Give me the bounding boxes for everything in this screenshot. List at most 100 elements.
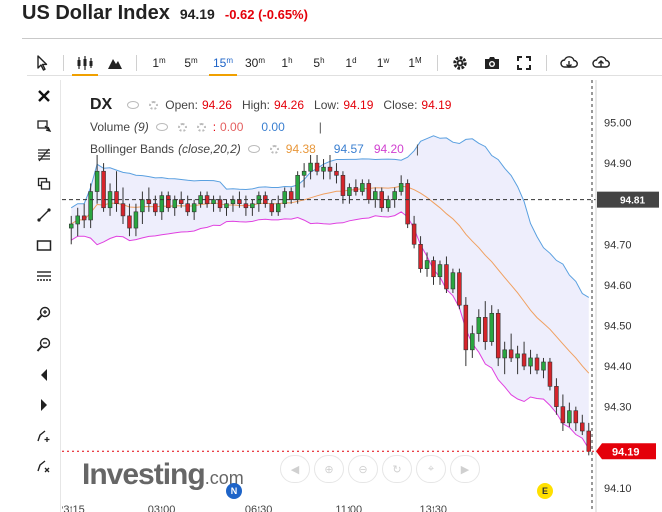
scroll-right-icon[interactable] <box>33 394 55 416</box>
candle-body[interactable] <box>94 170 100 192</box>
candle-body[interactable] <box>411 223 417 245</box>
candle-body[interactable] <box>502 349 507 359</box>
candlestick-chart[interactable]: 95.00 94.90 94.70 94.60 94.50 94.40 94.30 94.10… <box>62 80 662 512</box>
scroll-left-icon[interactable] <box>33 364 55 386</box>
candle-body[interactable] <box>580 422 585 432</box>
close-icon[interactable] <box>33 85 55 107</box>
eye-icon[interactable] <box>247 145 260 153</box>
camera-icon[interactable] <box>476 51 508 75</box>
nav-fit-icon[interactable]: ⌖ <box>416 455 446 483</box>
candle-body[interactable] <box>360 183 365 192</box>
candle-body[interactable] <box>340 174 346 196</box>
candle-body[interactable] <box>166 195 171 209</box>
candle-body[interactable] <box>573 410 579 424</box>
candle-body[interactable] <box>314 162 320 172</box>
candle-body[interactable] <box>321 166 326 172</box>
candle-body[interactable] <box>541 361 546 371</box>
candle-body[interactable] <box>327 166 333 172</box>
candle-body[interactable] <box>444 264 449 290</box>
price-chart[interactable]: 95.00 94.90 94.70 94.60 94.50 94.40 94.30 94.10… <box>62 80 662 512</box>
crosshair-tool-icon[interactable] <box>33 115 55 137</box>
gear-icon[interactable] <box>444 51 476 75</box>
eye-icon[interactable] <box>155 123 168 131</box>
candle-body[interactable] <box>308 162 313 172</box>
nav-left-icon[interactable]: ◀ <box>280 455 310 483</box>
candle-body[interactable] <box>211 199 216 205</box>
upload-icon[interactable] <box>585 51 617 75</box>
event-badge-e[interactable]: E <box>537 483 553 499</box>
rectangle-icon[interactable] <box>33 235 55 257</box>
candle-body[interactable] <box>282 191 287 205</box>
candle-body[interactable] <box>554 386 559 407</box>
candle-body[interactable] <box>230 199 236 205</box>
nav-right-icon[interactable]: ▶ <box>450 455 480 483</box>
candle-body[interactable] <box>470 333 475 351</box>
candle-body[interactable] <box>153 203 158 213</box>
candle-body[interactable] <box>476 317 482 334</box>
candle-body[interactable] <box>534 357 540 371</box>
candle-body[interactable] <box>398 183 404 192</box>
candle-body[interactable] <box>515 353 520 359</box>
hlines-icon[interactable] <box>33 266 55 288</box>
candle-body[interactable] <box>437 264 443 278</box>
candle-body[interactable] <box>140 199 145 213</box>
candle-body[interactable] <box>508 349 514 359</box>
download-icon[interactable] <box>553 51 585 75</box>
nav-zoom-out-icon[interactable]: ⊖ <box>348 455 378 483</box>
eye-icon[interactable] <box>127 101 140 109</box>
candle-body[interactable] <box>457 272 462 306</box>
candle-body[interactable] <box>81 215 87 221</box>
candle-body[interactable] <box>191 203 197 213</box>
candle-body[interactable] <box>133 211 139 229</box>
candle-body[interactable] <box>373 191 378 200</box>
candle-body[interactable] <box>269 203 275 213</box>
candle-body[interactable] <box>489 312 494 343</box>
nav-zoom-in-icon[interactable]: ⊕ <box>314 455 344 483</box>
candle-body[interactable] <box>114 191 119 205</box>
nav-reset-icon[interactable]: ↻ <box>382 455 412 483</box>
candle-body[interactable] <box>586 430 592 452</box>
zoom-in-icon[interactable] <box>33 303 55 325</box>
candle-body[interactable] <box>75 215 80 225</box>
candle-body[interactable] <box>385 199 391 209</box>
candle-body[interactable] <box>450 272 456 290</box>
pen-add-icon[interactable] <box>33 424 55 446</box>
gear-icon[interactable] <box>269 144 279 154</box>
candle-body[interactable] <box>334 170 339 176</box>
candle-body[interactable] <box>159 195 165 213</box>
candle-body[interactable] <box>224 203 229 209</box>
close-indicator-icon[interactable] <box>196 122 206 132</box>
candle-body[interactable] <box>495 312 501 359</box>
timeframe-30m-button[interactable]: 30 m <box>239 51 271 75</box>
candle-body[interactable] <box>463 304 469 351</box>
candle-body[interactable] <box>528 357 533 367</box>
zoom-out-icon[interactable] <box>33 334 55 356</box>
fullscreen-icon[interactable] <box>508 51 540 75</box>
timeframe-15m-button[interactable]: 15 m <box>207 51 239 76</box>
gear-icon[interactable] <box>149 100 159 110</box>
pen-remove-icon[interactable] <box>33 454 55 476</box>
candles-icon[interactable] <box>70 51 100 76</box>
candle-body[interactable] <box>288 191 294 200</box>
candle-body[interactable] <box>178 199 184 205</box>
candle-body[interactable] <box>353 187 359 192</box>
candle-body[interactable] <box>405 183 410 225</box>
candle-body[interactable] <box>301 170 307 176</box>
candle-body[interactable] <box>560 406 566 424</box>
cursor-icon[interactable] <box>27 51 57 75</box>
candle-body[interactable] <box>521 353 527 367</box>
fib-tool-icon[interactable] <box>33 144 55 166</box>
candle-body[interactable] <box>120 203 126 217</box>
candle-body[interactable] <box>237 199 242 205</box>
candle-body[interactable] <box>127 215 132 229</box>
candle-body[interactable] <box>101 170 106 209</box>
candle-body[interactable] <box>418 243 423 269</box>
candle-body[interactable] <box>483 317 488 343</box>
candle-body[interactable] <box>547 361 553 387</box>
gear-icon[interactable] <box>177 122 187 132</box>
candle-body[interactable] <box>366 183 372 200</box>
